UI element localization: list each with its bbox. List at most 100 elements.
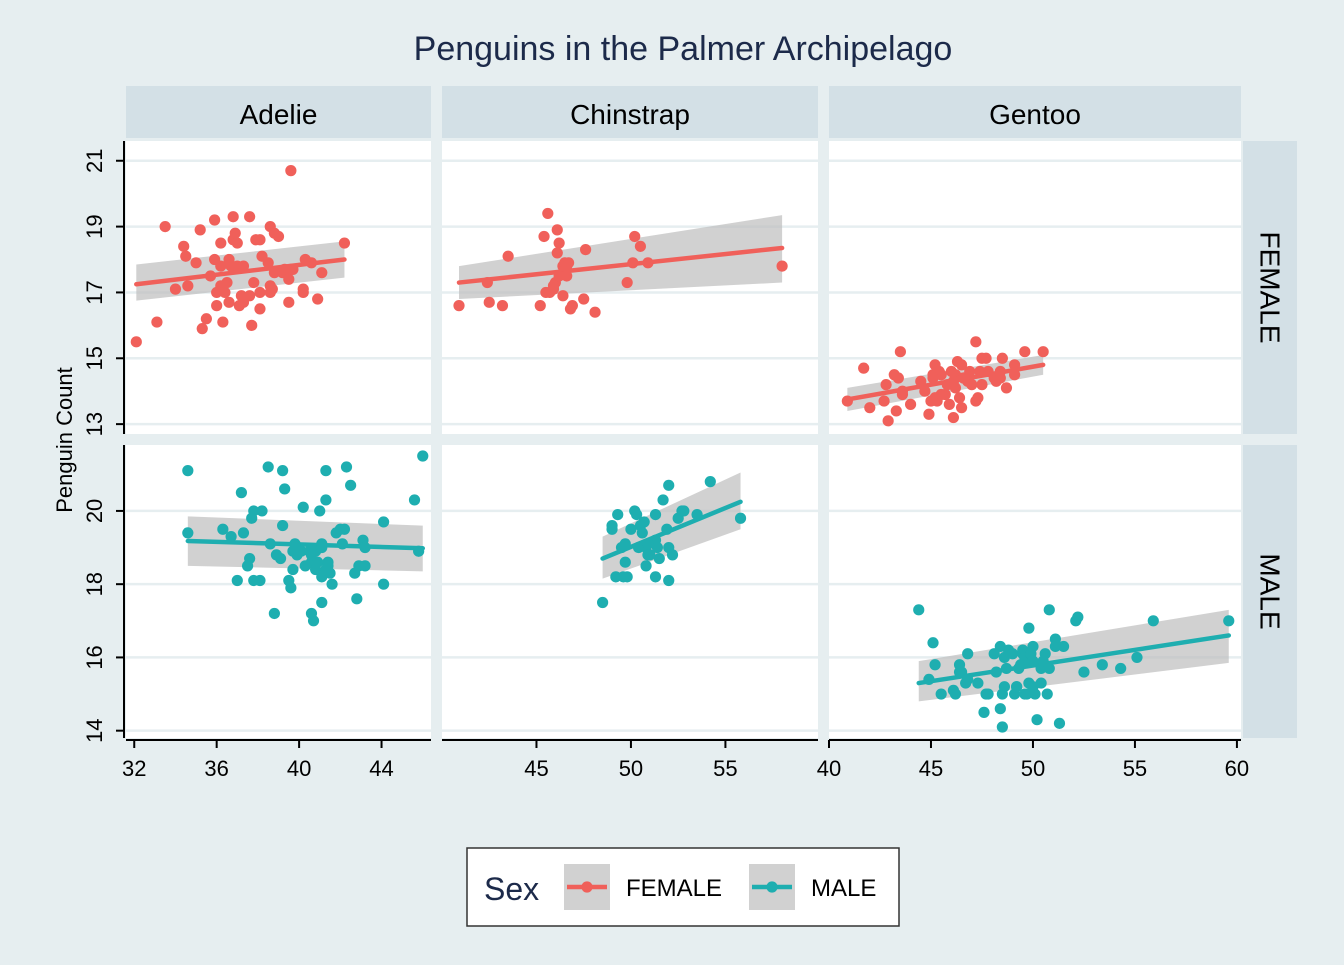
panel-bg-adelie-male xyxy=(126,445,431,738)
data-point xyxy=(606,519,618,532)
data-point xyxy=(277,519,289,532)
data-point xyxy=(1043,662,1055,675)
data-point xyxy=(972,677,984,689)
data-point xyxy=(1053,717,1066,729)
data-point xyxy=(704,476,716,488)
data-point xyxy=(338,237,351,249)
data-point xyxy=(297,501,309,513)
data-point xyxy=(962,648,974,660)
data-point xyxy=(182,465,194,477)
data-point xyxy=(923,408,935,420)
data-point xyxy=(316,538,328,550)
data-point xyxy=(945,365,957,378)
data-point xyxy=(988,648,1000,660)
data-point xyxy=(841,395,853,407)
data-point xyxy=(1223,615,1235,627)
data-point xyxy=(151,316,163,328)
data-point xyxy=(231,237,243,249)
data-point xyxy=(268,607,280,620)
data-point xyxy=(894,346,906,358)
data-point xyxy=(159,220,171,233)
data-point xyxy=(915,375,927,387)
data-point xyxy=(215,260,227,272)
panel-chinstrap-female xyxy=(453,207,788,318)
data-point xyxy=(1006,648,1019,660)
data-point xyxy=(890,405,902,417)
data-point xyxy=(644,549,656,561)
data-point xyxy=(980,352,992,364)
x-tick-label: 60 xyxy=(1225,756,1249,781)
data-point xyxy=(982,688,994,700)
data-point xyxy=(578,293,590,305)
data-point xyxy=(1000,382,1013,394)
facet-strip-label-male: MALE xyxy=(1255,553,1286,629)
data-point xyxy=(229,227,241,239)
data-point xyxy=(338,523,351,535)
y-axis-label: Penguin Count xyxy=(52,367,77,513)
data-point xyxy=(285,582,297,594)
data-point xyxy=(340,461,353,473)
data-point xyxy=(882,415,894,427)
data-point xyxy=(223,296,235,308)
data-point xyxy=(285,165,297,177)
facet-header-label-chinstrap: Chinstrap xyxy=(570,99,690,130)
data-point xyxy=(320,494,332,506)
data-point xyxy=(1011,681,1023,693)
data-point xyxy=(169,283,182,295)
legend-label-female: FEMALE xyxy=(626,875,722,902)
data-point xyxy=(287,263,299,275)
data-point xyxy=(209,214,221,226)
data-point xyxy=(1021,688,1033,700)
panel-adelie-female xyxy=(130,165,351,348)
data-point xyxy=(858,362,870,374)
y-tick-label: 14 xyxy=(82,718,107,742)
data-point xyxy=(244,211,256,223)
data-point xyxy=(336,538,348,550)
y-tick-label: 20 xyxy=(82,499,107,523)
facet-header-label-gentoo: Gentoo xyxy=(989,99,1081,130)
data-point xyxy=(538,230,550,243)
data-point xyxy=(305,257,318,269)
data-point xyxy=(953,392,966,404)
data-point xyxy=(734,512,747,524)
data-point xyxy=(982,365,994,378)
x-tick-label: 55 xyxy=(1123,756,1147,781)
data-point xyxy=(551,247,563,259)
data-point xyxy=(254,234,266,246)
data-point xyxy=(949,688,962,700)
trend-line xyxy=(456,245,785,285)
data-point xyxy=(1096,659,1108,671)
data-point xyxy=(629,230,641,243)
data-point xyxy=(892,372,904,384)
data-point xyxy=(351,593,363,605)
data-point xyxy=(453,300,465,312)
data-point xyxy=(254,574,266,587)
data-point xyxy=(621,276,633,289)
data-point xyxy=(619,556,631,568)
data-point xyxy=(923,673,935,686)
facet-strip-male xyxy=(1243,445,1297,738)
data-point xyxy=(264,538,276,550)
facet-header-label-adelie: Adelie xyxy=(240,99,318,130)
data-point xyxy=(653,552,665,565)
data-point xyxy=(913,604,925,616)
y-tick-label: 13 xyxy=(82,412,107,436)
data-point xyxy=(1009,359,1021,371)
data-point xyxy=(256,505,268,517)
legend-key-point-female xyxy=(581,881,593,893)
data-point xyxy=(597,596,609,609)
data-point xyxy=(248,276,260,289)
data-point xyxy=(621,571,633,583)
data-point xyxy=(1000,662,1013,675)
data-point xyxy=(990,666,1002,678)
data-point xyxy=(561,270,573,282)
x-tick-label: 32 xyxy=(122,756,146,781)
legend-box xyxy=(466,847,900,927)
data-point xyxy=(998,681,1011,693)
data-point xyxy=(1035,677,1047,689)
y-tick-label: 18 xyxy=(82,572,107,596)
data-point xyxy=(130,336,142,348)
data-point xyxy=(542,207,554,220)
data-point xyxy=(1147,615,1159,627)
